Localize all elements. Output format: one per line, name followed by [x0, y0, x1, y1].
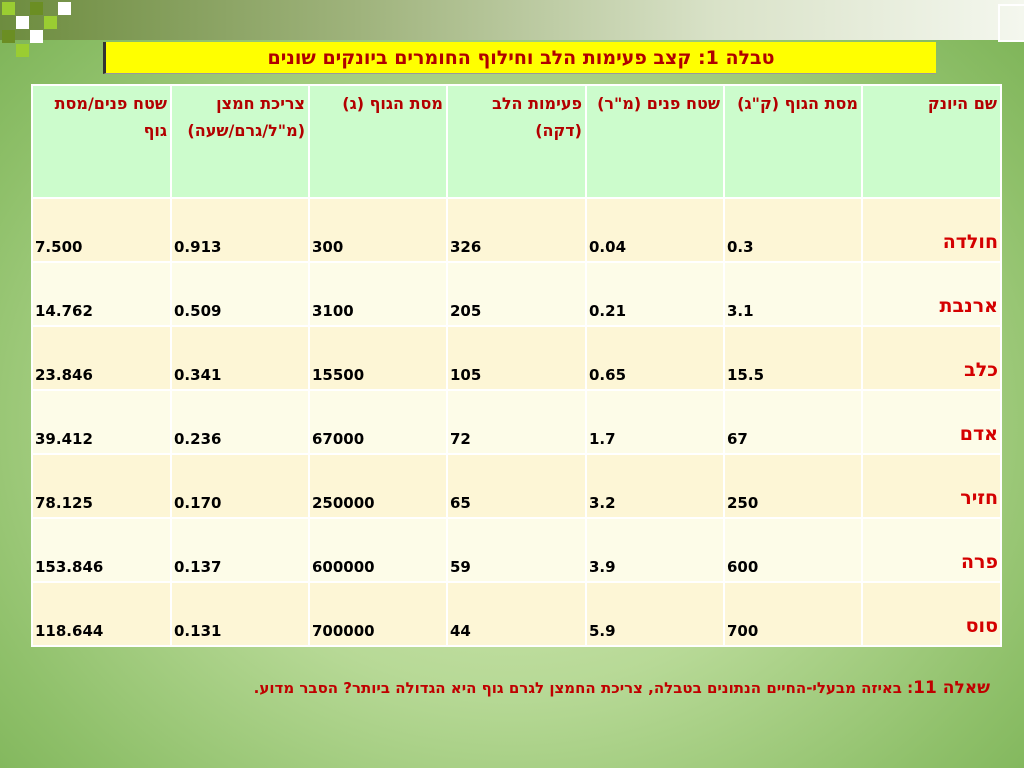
animal-name-cell: סוס [861, 581, 1002, 647]
heart-rate-cell: 72 [446, 389, 587, 455]
top-decor-band [0, 0, 1024, 40]
body-mass-kg-cell: 600 [723, 517, 863, 583]
table-row: סוס 700 5.9 44 700000 0.131 118.644 [31, 581, 1002, 647]
slide-title: טבלה 1: קצב פעימות הלב וחילוף החומרים בי… [103, 42, 936, 74]
surface-area-cell: 0.04 [585, 197, 725, 263]
body-mass-g-cell: 600000 [308, 517, 448, 583]
oxygen-consumption-cell: 0.509 [170, 261, 310, 327]
animal-name-cell: ארנבת [861, 261, 1002, 327]
animal-name-cell: חולדה [861, 197, 1002, 263]
surface-area-cell: 3.9 [585, 517, 725, 583]
body-mass-g-cell: 300 [308, 197, 448, 263]
question-label: שאלה 11 [913, 678, 990, 698]
table-row: חזיר 250 3.2 65 250000 0.170 78.125 [31, 453, 1002, 519]
animal-name-cell: כלב [861, 325, 1002, 391]
surface-to-mass-cell: 23.846 [31, 325, 172, 391]
animal-name-cell: פרה [861, 517, 1002, 583]
table-row: פרה 600 3.9 59 600000 0.137 153.846 [31, 517, 1002, 583]
body-mass-kg-cell: 3.1 [723, 261, 863, 327]
oxygen-consumption-cell: 0.170 [170, 453, 310, 519]
surface-to-mass-cell: 153.846 [31, 517, 172, 583]
question-text: שאלה 11: באיזה מבעלי-החיים הנתונים בטבלה… [40, 678, 990, 704]
heart-rate-cell: 205 [446, 261, 587, 327]
surface-to-mass-cell: 118.644 [31, 581, 172, 647]
oxygen-consumption-cell: 0.236 [170, 389, 310, 455]
heart-rate-cell: 105 [446, 325, 587, 391]
body-mass-kg-cell: 250 [723, 453, 863, 519]
body-mass-g-cell: 15500 [308, 325, 448, 391]
oxygen-consumption-cell: 0.913 [170, 197, 310, 263]
header-heart-rate: פעימות הלב (דקה) [446, 84, 587, 199]
body-mass-g-cell: 67000 [308, 389, 448, 455]
body-mass-g-cell: 3100 [308, 261, 448, 327]
surface-area-cell: 3.2 [585, 453, 725, 519]
body-mass-kg-cell: 0.3 [723, 197, 863, 263]
surface-area-cell: 5.9 [585, 581, 725, 647]
header-surface-to-mass: שטח פנים/מסת גוף [31, 84, 172, 199]
body-mass-kg-cell: 700 [723, 581, 863, 647]
surface-to-mass-cell: 14.762 [31, 261, 172, 327]
oxygen-consumption-cell: 0.137 [170, 517, 310, 583]
surface-area-cell: 0.21 [585, 261, 725, 327]
surface-area-cell: 0.65 [585, 325, 725, 391]
table-row: כלב 15.5 0.65 105 15500 0.341 23.846 [31, 325, 1002, 391]
table-row: חולדה 0.3 0.04 326 300 0.913 7.500 [31, 197, 1002, 263]
heart-rate-cell: 59 [446, 517, 587, 583]
surface-to-mass-cell: 39.412 [31, 389, 172, 455]
corner-frame-decoration [998, 4, 1024, 42]
data-table: שם היונק מסת הגוף (ק"ג) שטח פנים (מ"ר) פעימ… [31, 84, 1002, 647]
animal-name-cell: חזיר [861, 453, 1002, 519]
heart-rate-cell: 44 [446, 581, 587, 647]
surface-area-cell: 1.7 [585, 389, 725, 455]
table-row: אדם 67 1.7 72 67000 0.236 39.412 [31, 389, 1002, 455]
surface-to-mass-cell: 78.125 [31, 453, 172, 519]
body-mass-kg-cell: 67 [723, 389, 863, 455]
corner-squares-decoration [0, 0, 80, 62]
body-mass-kg-cell: 15.5 [723, 325, 863, 391]
body-mass-g-cell: 700000 [308, 581, 448, 647]
header-surface-area: שטח פנים (מ"ר) [585, 84, 725, 199]
question-body: : באיזה מבעלי-החיים הנתונים בטבלה, צריכת… [253, 679, 914, 697]
heart-rate-cell: 326 [446, 197, 587, 263]
body-mass-g-cell: 250000 [308, 453, 448, 519]
animal-name-cell: אדם [861, 389, 1002, 455]
surface-to-mass-cell: 7.500 [31, 197, 172, 263]
header-body-mass-g: מסת הגוף (ג) [308, 84, 448, 199]
table-header-row: שם היונק מסת הגוף (ק"ג) שטח פנים (מ"ר) פעימ… [31, 84, 1002, 199]
header-animal-name: שם היונק [861, 84, 1002, 199]
heart-rate-cell: 65 [446, 453, 587, 519]
header-oxygen-consumption: צריכת חמצן (מ"ל/גרם/שעה) [170, 84, 310, 199]
header-body-mass-kg: מסת הגוף (ק"ג) [723, 84, 863, 199]
oxygen-consumption-cell: 0.341 [170, 325, 310, 391]
table-row: ארנבת 3.1 0.21 205 3100 0.509 14.762 [31, 261, 1002, 327]
oxygen-consumption-cell: 0.131 [170, 581, 310, 647]
